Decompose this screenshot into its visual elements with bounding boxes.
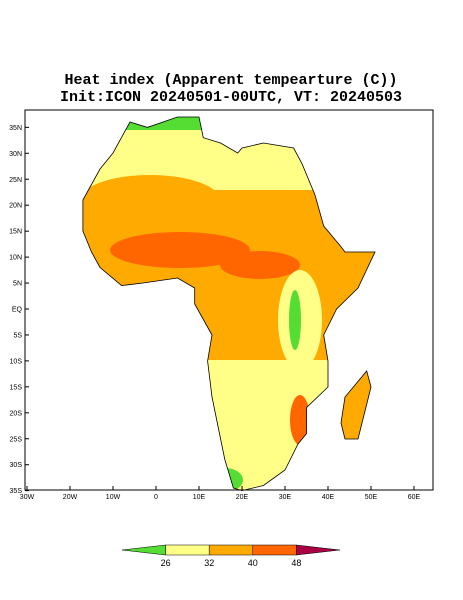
x-tick-label: 50E xyxy=(365,494,378,501)
map-frame xyxy=(24,109,434,491)
y-tick-label: 25S xyxy=(10,436,23,443)
y-tick-label: 25N xyxy=(9,177,22,184)
y-tick-label: 10N xyxy=(9,255,22,262)
x-tick-label: 10E xyxy=(193,494,206,501)
colorbar-swatch xyxy=(296,544,341,556)
colorbar-label: 48 xyxy=(291,558,301,568)
axes: 30W 20W 10W 0 10E 20E 30E 40E 50E 60E 35N 30N 25N 20N… xyxy=(9,125,420,501)
x-tick-label: 20E xyxy=(236,494,249,501)
colorbar-label: 26 xyxy=(161,558,171,568)
y-tick-label: 20N xyxy=(9,203,22,210)
x-tick-label: 10W xyxy=(106,494,121,501)
y-tick-label: EQ xyxy=(12,307,23,314)
y-tick-label: 35S xyxy=(10,488,23,495)
y-tick-label: 5N xyxy=(13,281,22,288)
y-tick-label: 35N xyxy=(9,125,22,132)
colorbar-label: 40 xyxy=(248,558,258,568)
x-tick-label: 60E xyxy=(408,494,421,501)
y-tick-label: 30S xyxy=(10,462,23,469)
colorbar-swatch xyxy=(208,544,254,556)
colorbar: 26 32 40 48 xyxy=(121,544,341,568)
heat-field xyxy=(82,117,376,491)
colorbar-swatch xyxy=(252,544,297,556)
x-tick-label: 20W xyxy=(63,494,78,501)
title: Heat index (Apparent tempearture (C)) xyxy=(64,72,397,89)
y-tick-label: 5S xyxy=(13,332,22,339)
x-tick-label: 30W xyxy=(20,494,35,501)
y-tick-label: 30N xyxy=(9,151,22,158)
y-tick-label: 15S xyxy=(10,384,23,391)
subtitle: Init:ICON 20240501-00UTC, VT: 20240503 xyxy=(60,89,402,106)
y-tick-label: 10S xyxy=(10,358,23,365)
colorbar-swatch xyxy=(121,544,166,556)
y-tick-label: 15N xyxy=(9,229,22,236)
colorbar-swatch xyxy=(165,544,210,556)
coastline xyxy=(82,116,376,492)
madagascar xyxy=(340,370,372,440)
x-tick-label: 30E xyxy=(279,494,292,501)
x-tick-label: 40E xyxy=(322,494,335,501)
x-tick-label: 0 xyxy=(154,494,158,501)
colorbar-label: 32 xyxy=(204,558,214,568)
y-tick-label: 20S xyxy=(10,410,23,417)
